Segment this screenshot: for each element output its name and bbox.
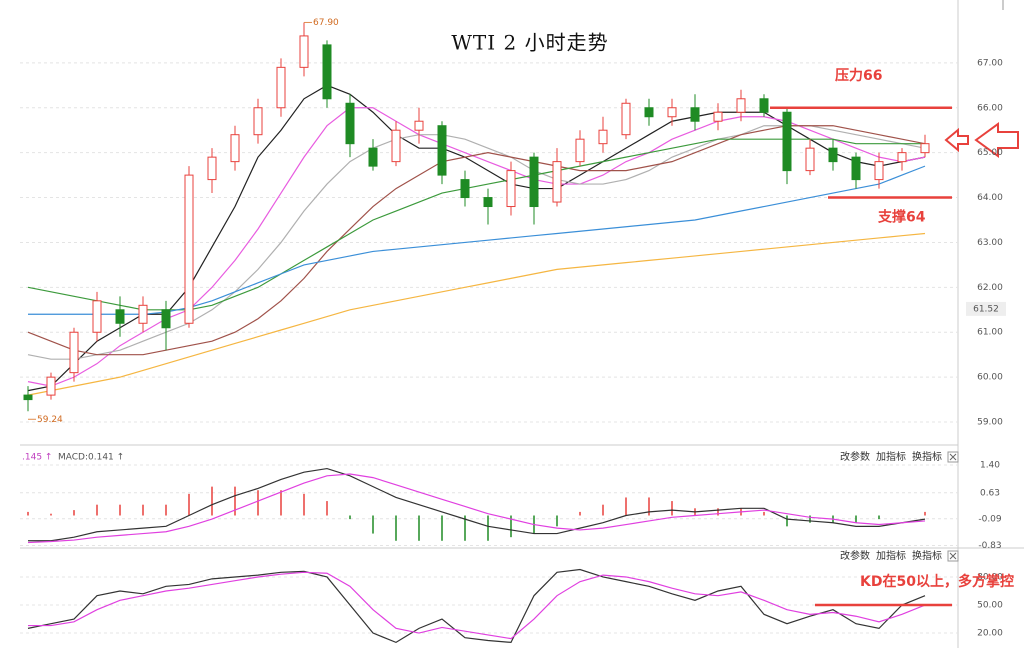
- indicator-line: [27, 232, 926, 396]
- candle-body: [621, 102, 631, 136]
- candle-body: [897, 152, 907, 163]
- arrow-icon: [944, 127, 969, 153]
- candle-body: [299, 35, 309, 68]
- candle-body: [805, 147, 815, 172]
- candle-body: [230, 134, 240, 163]
- y-tick-label: 80.00: [977, 572, 1003, 582]
- candle-body: [828, 147, 838, 163]
- candle-body: [690, 107, 700, 122]
- price-tag-label: 61.52: [973, 304, 999, 314]
- candle-body: [575, 138, 585, 163]
- indicator-line: [28, 571, 926, 640]
- y-tick-label: 64.00: [977, 193, 1003, 203]
- candle-body: [253, 107, 263, 136]
- candle-body: [713, 111, 723, 122]
- candle-body: [851, 156, 861, 181]
- candle-body: [138, 304, 148, 324]
- candle-body: [506, 170, 516, 208]
- level-label: 支撑64: [877, 209, 926, 226]
- candle-body: [276, 66, 286, 109]
- arrow-icon: [974, 122, 1019, 158]
- indicator-header: MACD:0.141 ↑: [58, 453, 124, 463]
- candle-body: [368, 147, 378, 167]
- price-tag: [966, 301, 1006, 316]
- y-tick-label: 66.00: [977, 103, 1003, 113]
- y-tick-label: 59.00: [977, 418, 1003, 428]
- y-tick-label: 61.00: [977, 328, 1003, 338]
- indicator-line: [27, 473, 926, 544]
- level-label: 压力66: [835, 67, 882, 84]
- indicator-button[interactable]: 改参数: [840, 549, 870, 562]
- candle-body: [345, 102, 355, 145]
- y-tick-label: 20.00: [977, 629, 1003, 639]
- y-tick-label: 65.00: [977, 148, 1003, 158]
- candle-body: [115, 309, 125, 324]
- candle-body: [483, 197, 493, 208]
- candle-body: [736, 98, 746, 113]
- close-icon: [949, 552, 957, 560]
- candle-body: [207, 156, 217, 181]
- candle-body: [23, 394, 33, 401]
- y-tick-label: -0.09: [978, 514, 1002, 524]
- candle-body: [184, 174, 194, 324]
- candle-body: [552, 161, 562, 203]
- y-tick-label: -0.83: [978, 541, 1001, 551]
- candle-body: [598, 129, 608, 145]
- candle-body: [644, 107, 654, 118]
- chart-title: WTI 2 小时走势: [451, 31, 608, 55]
- candle-body: [759, 98, 769, 113]
- indicator-button[interactable]: 换指标: [912, 450, 942, 463]
- candle-body: [391, 129, 401, 163]
- candle-body: [667, 107, 677, 118]
- candle-body: [414, 120, 424, 131]
- y-tick-label: 60.00: [977, 373, 1003, 383]
- annotation-label: 59.24: [37, 415, 63, 425]
- indicator-button[interactable]: 换指标: [912, 549, 942, 562]
- candle-body: [460, 179, 470, 199]
- close-icon: [949, 453, 957, 461]
- candle-body: [437, 125, 447, 176]
- indicator-line: [27, 125, 926, 360]
- annotation-label: 67.90: [313, 18, 339, 28]
- candle-body: [46, 376, 56, 396]
- indicator-line: [28, 467, 926, 542]
- y-tick-label: 1.40: [980, 460, 1000, 470]
- y-tick-label: 67.00: [977, 58, 1003, 68]
- indicator-button[interactable]: 改参数: [840, 450, 870, 463]
- level-label: KD在50以上，多方掌控: [860, 573, 1014, 590]
- indicator-button[interactable]: 加指标: [876, 549, 906, 562]
- candle-body: [529, 156, 539, 208]
- y-tick-label: 50.00: [977, 601, 1003, 611]
- candle-body: [161, 309, 171, 329]
- indicator-button[interactable]: 加指标: [876, 450, 906, 463]
- y-tick-label: 0.63: [980, 488, 1000, 498]
- candle-body: [874, 161, 884, 181]
- indicator-line: [27, 568, 926, 644]
- candle-body: [92, 300, 102, 333]
- indicator-header: .145 ↑: [22, 453, 52, 463]
- candle-body: [782, 111, 792, 172]
- candle-body: [322, 44, 332, 100]
- indicator-line: [27, 125, 926, 356]
- y-tick-label: 63.00: [977, 238, 1003, 248]
- candle-body: [920, 143, 930, 154]
- y-tick-label: 62.00: [977, 283, 1003, 293]
- indicator-line: [27, 107, 926, 387]
- indicator-line: [28, 165, 926, 315]
- candle-body: [69, 331, 79, 374]
